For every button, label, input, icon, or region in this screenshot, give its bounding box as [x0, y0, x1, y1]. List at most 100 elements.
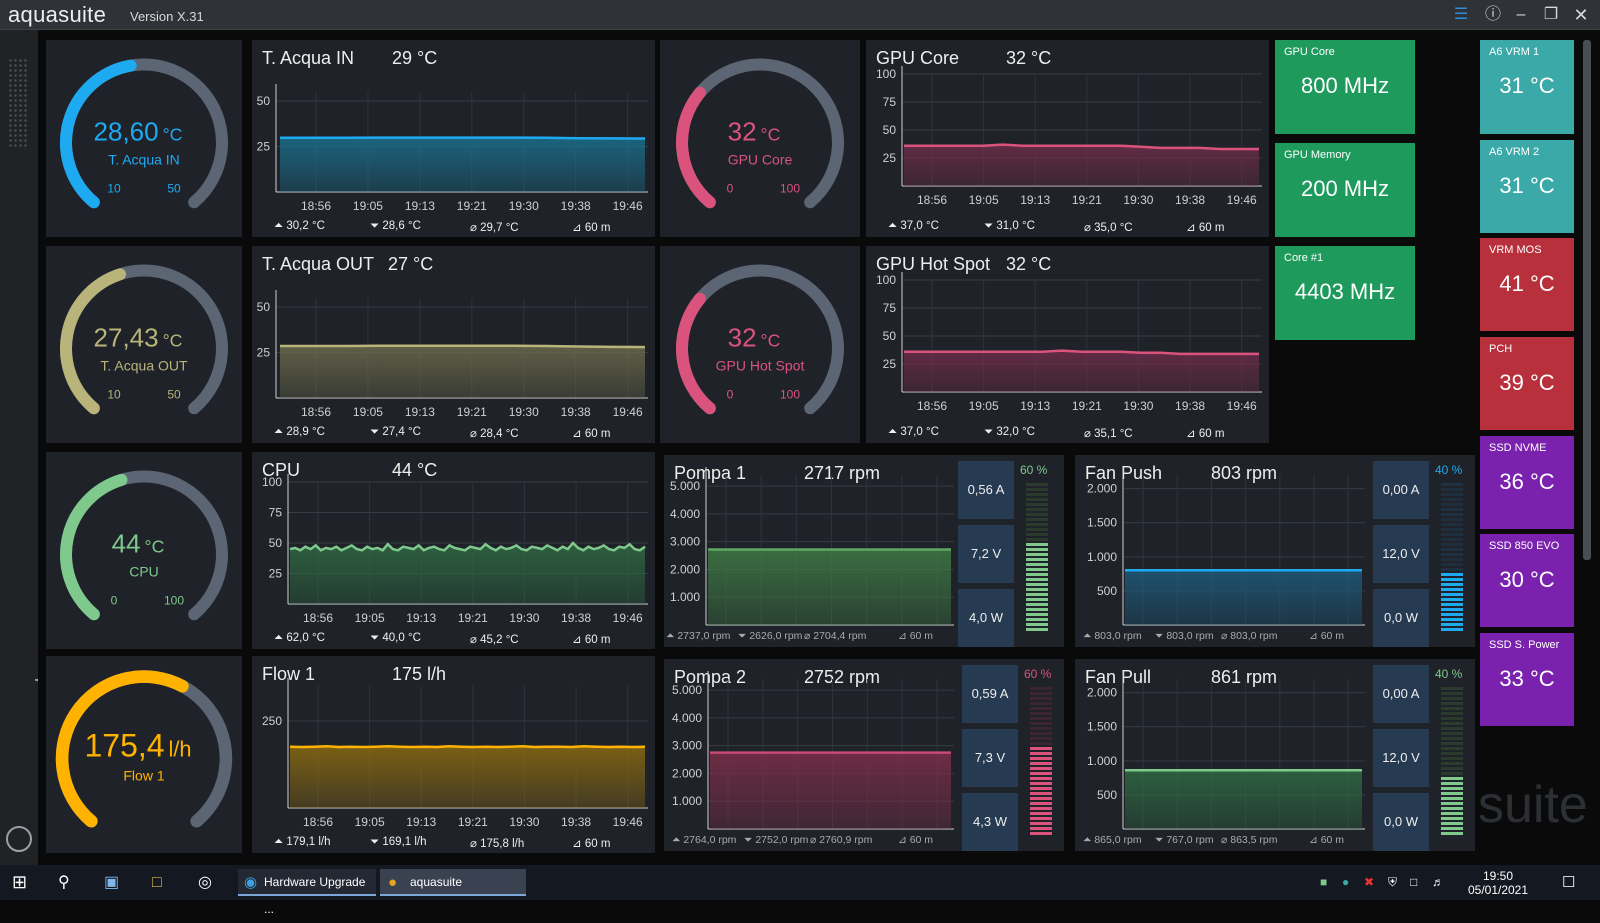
- scrollbar[interactable]: [1583, 40, 1591, 560]
- gauge-t-acqua-in-svg: 28,60 °C T. Acqua IN 10 50: [60, 58, 228, 209]
- gauge-min: 10: [107, 182, 121, 196]
- pwm-segment: [1441, 498, 1463, 501]
- pwm-segment: [1441, 603, 1463, 606]
- pwm-segment: [1441, 563, 1463, 566]
- pwm-segment: [1441, 757, 1463, 760]
- tray-nvidia-icon[interactable]: ■: [1320, 875, 1328, 889]
- gauge-label: T. Acqua IN: [108, 152, 180, 168]
- notifications-icon[interactable]: ☐: [1562, 874, 1576, 891]
- pwm-segment: [1026, 563, 1048, 566]
- taskbar-edge-window[interactable]: ◉ Hardware Upgrade ...: [238, 869, 376, 916]
- tile-value: 4403 MHz: [1294, 279, 1396, 304]
- chart-current-value: 2717 rpm: [804, 463, 881, 483]
- chart-current-value: 32 °C: [1006, 254, 1052, 274]
- stat-max: ⏶ 30,2 °C: [274, 220, 325, 232]
- y-tick-label: 50: [257, 94, 271, 108]
- layers-icon[interactable]: ☰: [1453, 6, 1469, 23]
- pwm-segment: [1026, 598, 1048, 601]
- gauge-fill: [60, 268, 127, 415]
- pwm-segment: [1026, 548, 1048, 551]
- taskbar-aquasuite-window[interactable]: ● aquasuite: [380, 869, 526, 896]
- restore-icon[interactable]: ❐: [1543, 6, 1559, 23]
- x-tick-label: 19:38: [561, 405, 591, 419]
- gauge-min: 0: [727, 388, 734, 402]
- stat-avg: ⌀ 863,5 rpm: [1221, 834, 1278, 846]
- y-tick-label: 3.000: [672, 739, 702, 753]
- watermark-text: suite: [1478, 776, 1588, 834]
- pwm-segment: [1030, 807, 1052, 810]
- search-icon[interactable]: ⚲: [58, 874, 70, 891]
- windows-start-icon[interactable]: ⊞: [12, 872, 28, 892]
- tray-alert-icon[interactable]: ✖: [1364, 875, 1375, 889]
- x-tick-label: 19:21: [457, 405, 487, 419]
- gauge-fill: [60, 473, 128, 621]
- pwm-segment: [1030, 802, 1052, 805]
- stat-range: ⊿ 60 m: [1309, 630, 1345, 642]
- volt-readout: 7,3 V: [962, 729, 1018, 787]
- stat-max: ⏶ 865,0 rpm: [1083, 834, 1142, 846]
- chart-current-value: 803 rpm: [1211, 463, 1278, 483]
- tile-value: 200 MHz: [1300, 176, 1390, 201]
- series-area: [710, 752, 951, 829]
- y-tick-label: 75: [883, 95, 897, 109]
- gauge-max: 100: [780, 388, 800, 402]
- stat-avg: ⌀ 28,4 °C: [470, 428, 519, 440]
- stat-range: ⊿ 60 m: [898, 630, 934, 642]
- pwm-segment: [1441, 518, 1463, 521]
- chart-plot: 100 75 50 25 18:56 19:05 19:13 19:21 19:30 19:38 1…: [876, 272, 1262, 413]
- y-tick-label: 1.000: [1087, 550, 1117, 564]
- pwm-segment: [1441, 727, 1463, 730]
- y-tick-label: 75: [883, 301, 897, 315]
- chart-cpu: CPU 44 °C 100 75 50 25 18:56 19:05 19:13 19:21 19:…: [252, 452, 655, 649]
- chart-plot: 50 25 18:56 19:05 19:13 19:21 19:30 19:38 19:46: [257, 290, 648, 419]
- clock-time: 19:50: [1482, 869, 1514, 883]
- pwm-segment: [1026, 523, 1048, 526]
- x-tick-label: 19:21: [458, 611, 488, 625]
- x-tick-label: 19:13: [405, 405, 435, 419]
- tray-network-icon[interactable]: □: [1410, 875, 1418, 889]
- gauge-value: 28,60 °C: [94, 117, 183, 147]
- pwm-segment: [1026, 628, 1048, 631]
- tile-value: 30 °C: [1499, 567, 1555, 592]
- folder-icon[interactable]: □: [152, 874, 162, 891]
- tile-core1-clock: Core #1 4403 MHz: [1275, 246, 1415, 340]
- taskbar: ⊞ ⚲ ▣ □ ◎ ◉ Hardware Upgrade ... ● aquas…: [0, 865, 1600, 916]
- pwm-segment: [1026, 533, 1048, 536]
- chart-title: CPU: [262, 460, 301, 480]
- pwm-segment: [1030, 712, 1052, 715]
- pwm-segment: [1030, 707, 1052, 710]
- computer-icon[interactable]: ▣: [104, 874, 120, 891]
- gauge-min: 0: [111, 594, 118, 608]
- obs-icon[interactable]: ◎: [198, 874, 212, 891]
- taskbar-clock[interactable]: 19:50 05/01/2021: [1458, 869, 1538, 897]
- close-icon[interactable]: ✕: [1573, 5, 1589, 25]
- chart-plot: 100 75 50 25 18:56 19:05 19:13 19:21 19:30 19:38 1…: [262, 474, 648, 625]
- x-tick-label: 18:56: [303, 611, 333, 625]
- pwm-segment: [1441, 747, 1463, 750]
- x-tick-label: 19:30: [509, 199, 539, 213]
- chart-current-value: 44 °C: [392, 460, 438, 480]
- pwm-segment: [1026, 618, 1048, 621]
- pwm-segment: [1441, 762, 1463, 765]
- series-line: [904, 143, 1259, 151]
- chart-pompa-2: Pompa 2 2752 rpm 5.000 4.000 3.000 2.000 1.000…: [664, 659, 1064, 851]
- pwm-segment: [1441, 777, 1463, 780]
- pwm-segment: [1441, 513, 1463, 516]
- pwm-segment: [1441, 493, 1463, 496]
- x-tick-label: 19:05: [353, 199, 383, 213]
- pwm-level-bar: [1026, 483, 1048, 633]
- tray-shield-icon[interactable]: ⛨: [1388, 875, 1398, 889]
- series-area: [290, 543, 645, 604]
- gauge-max: 100: [164, 594, 184, 608]
- app-logo: aquasuite: [8, 2, 107, 27]
- chart-gpu-core: GPU Core 32 °C 100 75 50 25 18:56 19:05 19:13 19:…: [866, 40, 1269, 237]
- tray-volume-icon[interactable]: ♬: [1432, 875, 1444, 889]
- tray-aquasuite-icon[interactable]: ●: [1342, 875, 1350, 889]
- minimize-icon[interactable]: –: [1516, 6, 1526, 23]
- info-icon[interactable]: ⓘ: [1484, 6, 1501, 23]
- pwm-segment: [1030, 742, 1052, 745]
- chart-plot: 2.000 1.500 1.000 500: [1087, 671, 1365, 830]
- stat-range: ⊿ 60 m: [1186, 222, 1225, 234]
- pwm-segment: [1030, 782, 1052, 785]
- chart-fan-pull: Fan Pull 861 rpm 2.000 1.500 1.000 500 ⏶ 865,0…: [1075, 659, 1475, 851]
